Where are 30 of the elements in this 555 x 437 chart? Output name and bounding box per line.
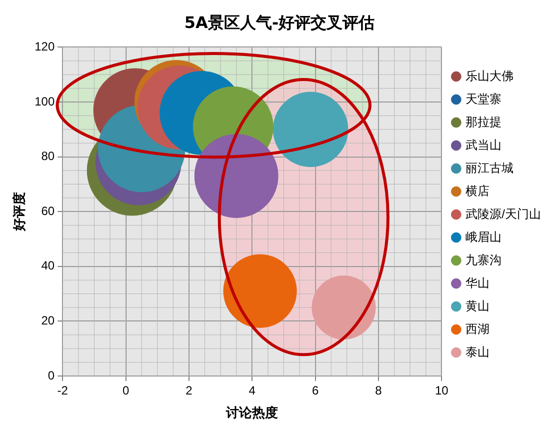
y-tick-label: 0 — [48, 368, 55, 382]
y-tick-label: 100 — [34, 94, 55, 108]
y-tick-label: 80 — [41, 149, 55, 164]
x-tick-label: 0 — [122, 384, 130, 398]
legend-label: 乐山大佛 — [466, 68, 514, 83]
legend-label: 峨眉山 — [466, 230, 502, 244]
legend-label: 泰山 — [466, 344, 490, 359]
chart-title: 5A景区人气-好评交叉评估 — [184, 12, 375, 32]
y-tick-label: 60 — [41, 204, 55, 218]
legend-label: 华山 — [466, 276, 490, 290]
x-tick-label: 4 — [248, 384, 256, 398]
legend-label: 横店 — [466, 184, 490, 198]
legend-label: 黄山 — [466, 298, 490, 313]
legend-label: 武陵源/天门山 — [466, 206, 542, 221]
x-tick-label: 8 — [375, 384, 382, 398]
y-tick-label: 120 — [34, 40, 55, 54]
legend-label: 西湖 — [466, 322, 490, 336]
legend-label: 那拉提 — [466, 114, 502, 129]
x-tick-label: 10 — [434, 384, 449, 398]
legend-label: 天堂寨 — [466, 92, 502, 106]
legend-label: 武当山 — [466, 138, 502, 152]
y-tick-label: 40 — [41, 258, 55, 273]
y-tick-label: 20 — [41, 314, 55, 328]
x-tick-label: 6 — [312, 384, 319, 398]
legend-label: 九寨沟 — [466, 252, 502, 267]
y-axis-title: 好评度 — [11, 192, 26, 232]
x-tick-label: -2 — [57, 384, 68, 398]
legend-label: 丽江古城 — [466, 160, 514, 175]
x-tick-label: 2 — [186, 384, 193, 398]
x-axis-title: 讨论热度 — [225, 404, 278, 420]
